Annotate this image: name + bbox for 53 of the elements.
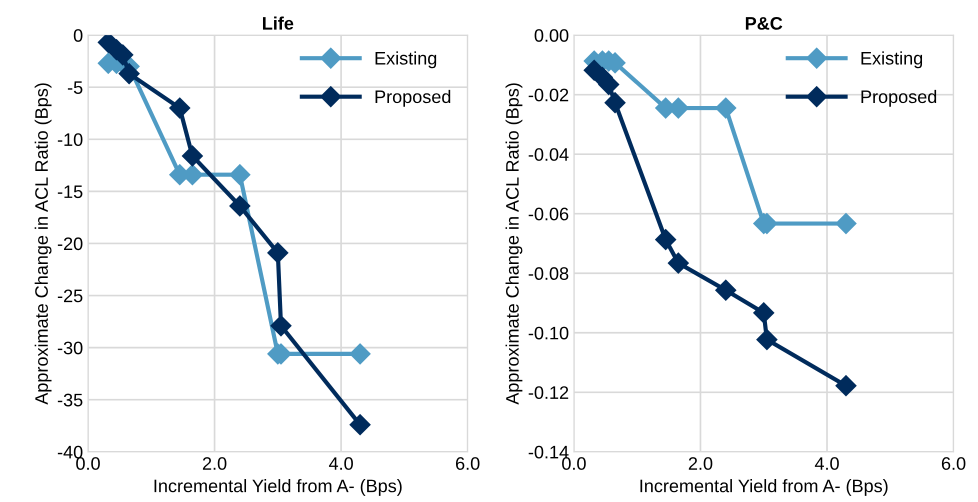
point (270, 315, 292, 336)
point (835, 375, 857, 396)
point (604, 92, 626, 114)
point (668, 252, 689, 274)
point (655, 229, 676, 250)
point (835, 213, 857, 234)
point (715, 98, 736, 119)
legend-label: Existing (376, 51, 436, 68)
x-tick-label: 4.0 (328, 457, 353, 470)
chart-title: Life (262, 16, 294, 30)
y-tick-label: -5 (68, 81, 82, 94)
x-tick-label: 0.0 (562, 457, 586, 470)
y-tick-label: -15 (58, 186, 82, 198)
chart-title: P&C (746, 16, 782, 30)
y-tick-label: 0 (74, 29, 82, 42)
legend-label: Proposed (861, 90, 936, 107)
point (753, 302, 774, 324)
x-tick-label: 6.0 (456, 457, 480, 470)
y-axis-title: Approximate Change in ACL Ratio (Bps) (34, 83, 52, 405)
point (350, 414, 371, 436)
y-tick-label: -0.04 (528, 148, 569, 161)
y-tick-label: -0.02 (528, 88, 568, 102)
x-tick-label: 2.0 (202, 457, 226, 470)
y-tick-label: -0.06 (528, 208, 568, 220)
point (715, 280, 736, 301)
point (169, 98, 190, 119)
legend-label: Existing (861, 51, 922, 68)
y-tick-label: -30 (58, 342, 82, 354)
y-tick-label: -0.10 (528, 326, 568, 340)
y-axis-title: Approximate Change in ACL Ratio (Bps) (506, 83, 522, 405)
y-tick-label: -35 (58, 394, 82, 406)
point (118, 63, 140, 84)
y-tick-label: -0.14 (528, 446, 569, 459)
x-axis-title: Incremental Yield from A- (Bps) (154, 479, 402, 496)
y-tick-label: -20 (58, 237, 82, 250)
x-tick-label: 2.0 (688, 457, 712, 470)
x-tick-label: 0.0 (76, 457, 100, 470)
point (229, 195, 250, 216)
point (267, 242, 288, 264)
y-tick-label: -40 (58, 446, 82, 459)
x-tick-label: 4.0 (814, 457, 839, 470)
y-tick-label: -10 (58, 133, 82, 146)
y-tick-label: -0.08 (528, 267, 568, 280)
legend-label: Proposed (376, 90, 450, 107)
point (756, 329, 778, 350)
y-tick-label: -25 (58, 289, 82, 302)
y-tick-label: 0.00 (534, 29, 568, 42)
y-tick-label: -0.12 (528, 386, 568, 399)
x-axis-title: Incremental Yield from A- (Bps) (640, 479, 888, 496)
x-tick-label: 6.0 (942, 457, 966, 470)
point (229, 164, 250, 186)
point (350, 343, 371, 364)
point (182, 145, 203, 166)
